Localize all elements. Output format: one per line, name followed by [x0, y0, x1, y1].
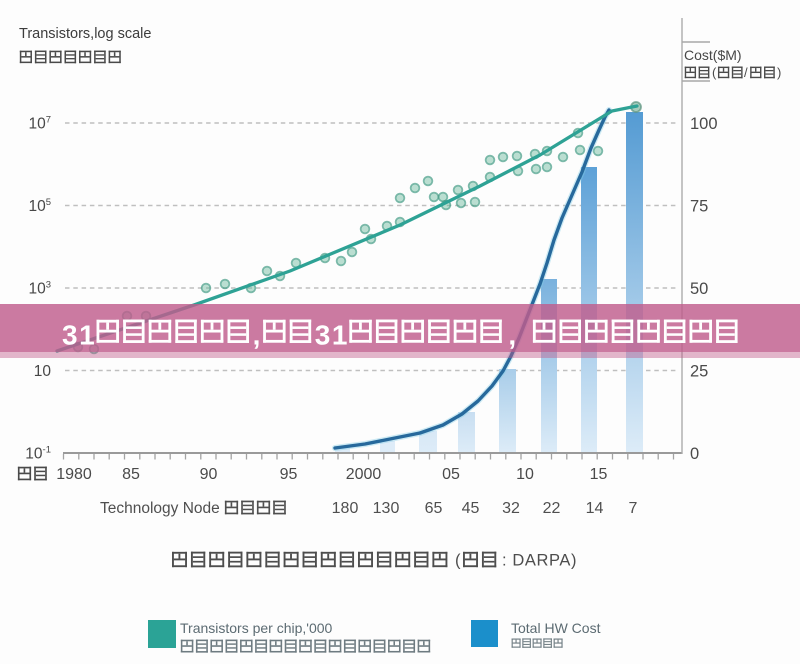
svg-text:10: 10 [34, 363, 52, 380]
svg-text:25: 25 [690, 362, 708, 380]
svg-text:,: , [253, 320, 261, 351]
svg-text:Transistors per chip,'000: Transistors per chip,'000 [180, 620, 333, 636]
svg-text:90: 90 [200, 466, 218, 483]
svg-text:0: 0 [690, 445, 699, 463]
svg-text:: DARPA): : DARPA) [502, 552, 577, 570]
svg-text:(: ( [712, 65, 717, 80]
svg-text:2000: 2000 [346, 466, 382, 483]
svg-text:105: 105 [28, 197, 51, 215]
svg-text:31: 31 [62, 320, 96, 351]
svg-text:50: 50 [690, 280, 708, 298]
svg-text:10: 10 [516, 466, 534, 483]
svg-text:103: 103 [28, 280, 51, 298]
svg-text:130: 130 [373, 500, 400, 517]
svg-text:05: 05 [442, 466, 460, 483]
svg-text:100: 100 [690, 115, 718, 133]
svg-text:,: , [508, 320, 516, 351]
svg-text:75: 75 [690, 197, 708, 215]
svg-text:/: / [744, 65, 748, 80]
svg-text:14: 14 [586, 500, 604, 517]
svg-text:85: 85 [122, 466, 140, 483]
svg-text:15: 15 [590, 466, 608, 483]
svg-text:): ) [777, 65, 781, 80]
svg-text:107: 107 [28, 115, 51, 133]
svg-text:32: 32 [502, 500, 520, 517]
svg-text:95: 95 [280, 466, 298, 483]
svg-text:1980: 1980 [56, 466, 92, 483]
svg-text:Technology Node: Technology Node [100, 500, 220, 517]
svg-text:Total HW Cost: Total HW Cost [511, 620, 601, 636]
svg-text:180: 180 [332, 500, 359, 517]
svg-text:(: ( [455, 552, 461, 570]
svg-text:31: 31 [315, 320, 349, 351]
svg-text:7: 7 [629, 500, 638, 517]
svg-text:65: 65 [425, 500, 443, 517]
svg-text:Cost($M): Cost($M) [684, 47, 742, 63]
svg-text:Transistors,log scale: Transistors,log scale [19, 26, 151, 42]
svg-text:22: 22 [543, 500, 561, 517]
svg-text:45: 45 [462, 500, 480, 517]
